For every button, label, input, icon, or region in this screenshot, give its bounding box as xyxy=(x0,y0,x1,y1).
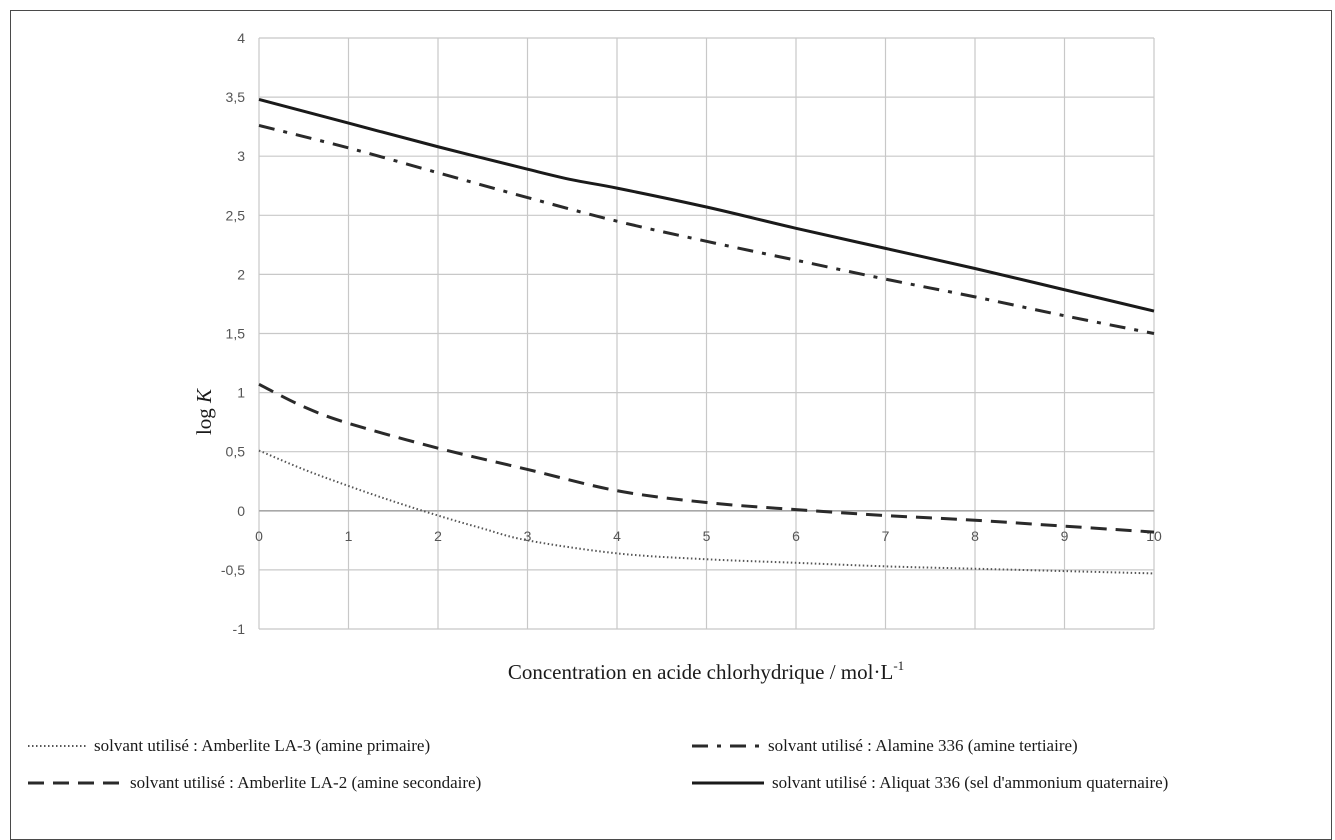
series-line-amberlite-la3 xyxy=(258,449,1155,575)
series-line-amberlite-la2 xyxy=(258,382,1155,534)
series-line-aliquat-336 xyxy=(258,98,1155,313)
y-tick-label: 2 xyxy=(237,266,245,282)
x-tick-label: 9 xyxy=(1061,528,1069,544)
legend-item-amberlite-la2: solvant utilisé : Amberlite LA-2 (amine … xyxy=(26,772,481,794)
x-tick-label: 5 xyxy=(703,528,711,544)
legend-label: solvant utilisé : Amberlite LA-3 (amine … xyxy=(94,736,431,755)
x-tick-label: 7 xyxy=(882,528,890,544)
legend-item-alamine-336: solvant utilisé : Alamine 336 (amine ter… xyxy=(690,735,1078,757)
y-tick-label: -1 xyxy=(233,621,246,637)
x-tick-label: 3 xyxy=(524,528,532,544)
y-tick-label: 4 xyxy=(237,30,245,46)
x-tick-label: 4 xyxy=(613,528,621,544)
series-line-alamine-336 xyxy=(258,124,1155,335)
line-chart: -1 -0,5 0 0,5 1 1,5 2 2,5 3 3,5 4 0 1 2 3 4 5 6 7 8 9 10 log… xyxy=(192,30,1162,684)
legend-label: solvant utilisé : Aliquat 336 (sel d'amm… xyxy=(772,773,1169,792)
legend-item-aliquat-336: solvant utilisé : Aliquat 336 (sel d'amm… xyxy=(690,772,1168,794)
x-tick-label: 8 xyxy=(971,528,979,544)
y-axis-ticks: -1 -0,5 0 0,5 1 1,5 2 2,5 3 3,5 4 xyxy=(221,30,245,637)
legend-swatch-dashed xyxy=(28,781,122,785)
legend-item-amberlite-la3: solvant utilisé : Amberlite LA-3 (amine … xyxy=(26,735,430,757)
legend-label: solvant utilisé : Amberlite LA-2 (amine … xyxy=(130,773,482,792)
legend-swatch-solid xyxy=(692,781,764,785)
x-tick-label: 2 xyxy=(434,528,442,544)
y-tick-label: 0,5 xyxy=(226,444,246,460)
x-axis-ticks: 0 1 2 3 4 5 6 7 8 9 10 xyxy=(255,528,1162,544)
legend-swatch-dotted xyxy=(28,745,86,747)
x-tick-label: 6 xyxy=(792,528,800,544)
legend-label: solvant utilisé : Alamine 336 (amine ter… xyxy=(768,736,1078,755)
y-axis-title: log K xyxy=(192,388,216,435)
x-tick-label: 0 xyxy=(255,528,263,544)
y-tick-label: 3,5 xyxy=(226,89,246,105)
series-lines xyxy=(258,98,1155,575)
x-tick-label: 1 xyxy=(345,528,353,544)
x-axis-title: Concentration en acide chlorhydrique / m… xyxy=(508,658,904,684)
legend-swatch-dashdot xyxy=(692,744,760,748)
y-tick-label: 3 xyxy=(237,148,245,164)
y-tick-label: 1 xyxy=(237,385,245,401)
y-tick-label: 0 xyxy=(237,503,245,519)
y-tick-label: 2,5 xyxy=(226,207,246,223)
y-tick-label: 1,5 xyxy=(226,326,246,342)
x-tick-label: 10 xyxy=(1146,528,1162,544)
grid xyxy=(258,37,1155,630)
y-tick-label: -0,5 xyxy=(221,562,245,578)
